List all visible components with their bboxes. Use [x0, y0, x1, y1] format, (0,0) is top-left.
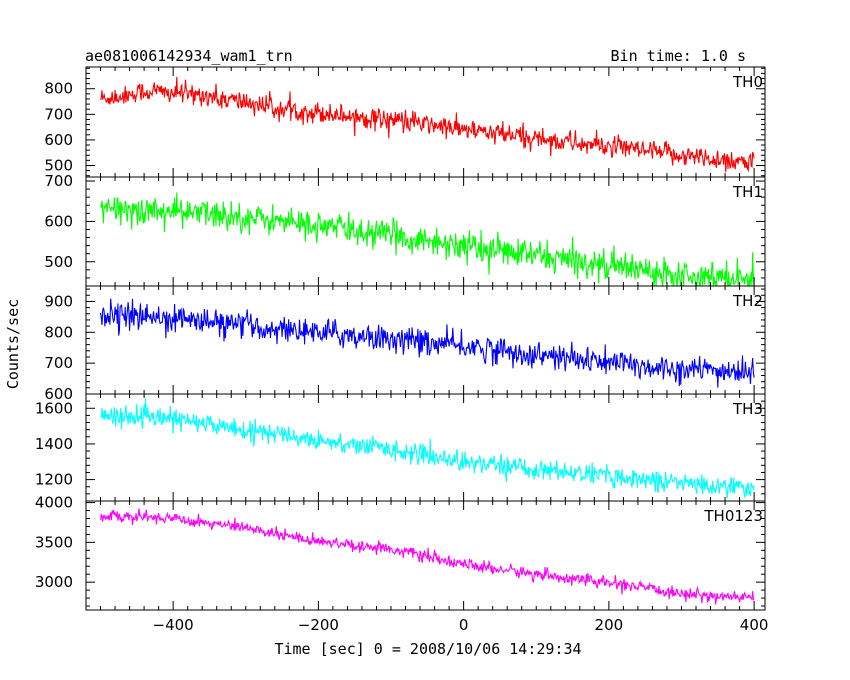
y-tick-label: 3000 — [35, 573, 73, 591]
x-tick-label: 0 — [459, 616, 469, 634]
series-line-th0 — [100, 76, 755, 173]
series-line-th1 — [100, 192, 755, 286]
panel-frame — [85, 66, 766, 178]
panel-th0: 500 600 700 800 TH0 — [44, 66, 766, 178]
y-tick-label: 800 — [44, 323, 73, 341]
x-axis-label: Time [sec] 0 = 2008/10/06 14:29:34 — [274, 640, 581, 658]
series-line-th3 — [100, 398, 755, 499]
y-tick-label: 1400 — [35, 435, 73, 453]
panel-label-th1: TH1 — [732, 183, 763, 201]
y-tick-label: 4000 — [35, 494, 73, 512]
y-tick-label: 700 — [44, 172, 73, 190]
chart-title: ae081006142934_wam1_trn — [85, 47, 293, 65]
y-tick-label: 600 — [44, 212, 73, 230]
panel-th3: 1200 1400 1600 TH3 — [35, 393, 766, 502]
series-line-th0123 — [99, 508, 755, 605]
panel-label-th3: TH3 — [732, 400, 763, 418]
panels-group: 500 600 700 800 TH0 500 600 700 TH1 600 700 800 900 T… — [35, 66, 766, 611]
y-tick-label: 600 — [44, 385, 73, 403]
panel-label-th0123: TH0123 — [703, 507, 763, 525]
y-tick-label: 1600 — [35, 399, 73, 417]
panel-th2: 600 700 800 900 TH2 — [44, 285, 766, 403]
x-tick-label: 400 — [740, 616, 769, 634]
panel-label-th2: TH2 — [732, 292, 763, 310]
y-tick-label: 700 — [44, 354, 73, 372]
x-tick-label: 200 — [595, 616, 624, 634]
x-tick-label: −400 — [153, 616, 194, 634]
x-tick-labels: −400 −200 0 200 400 — [153, 616, 769, 634]
y-tick-label: 900 — [44, 292, 73, 310]
panel-th0123: 3000 3500 4000 TH0123 — [35, 494, 766, 611]
x-tick-label: −200 — [298, 616, 339, 634]
y-tick-label: 500 — [44, 253, 73, 271]
series-line-th2 — [99, 298, 755, 388]
bin-time-label: Bin time: 1.0 s — [611, 47, 746, 65]
panel-th1: 500 600 700 TH1 — [44, 172, 766, 287]
y-tick-label: 700 — [44, 105, 73, 123]
y-tick-label: 600 — [44, 131, 73, 149]
y-tick-label: 500 — [44, 156, 73, 174]
y-axis-label: Counts/sec — [4, 299, 22, 389]
y-tick-label: 800 — [44, 80, 73, 98]
panel-label-th0: TH0 — [732, 73, 763, 91]
y-tick-label: 1200 — [35, 471, 73, 489]
y-tick-label: 3500 — [35, 533, 73, 551]
panel-frame — [85, 500, 766, 611]
